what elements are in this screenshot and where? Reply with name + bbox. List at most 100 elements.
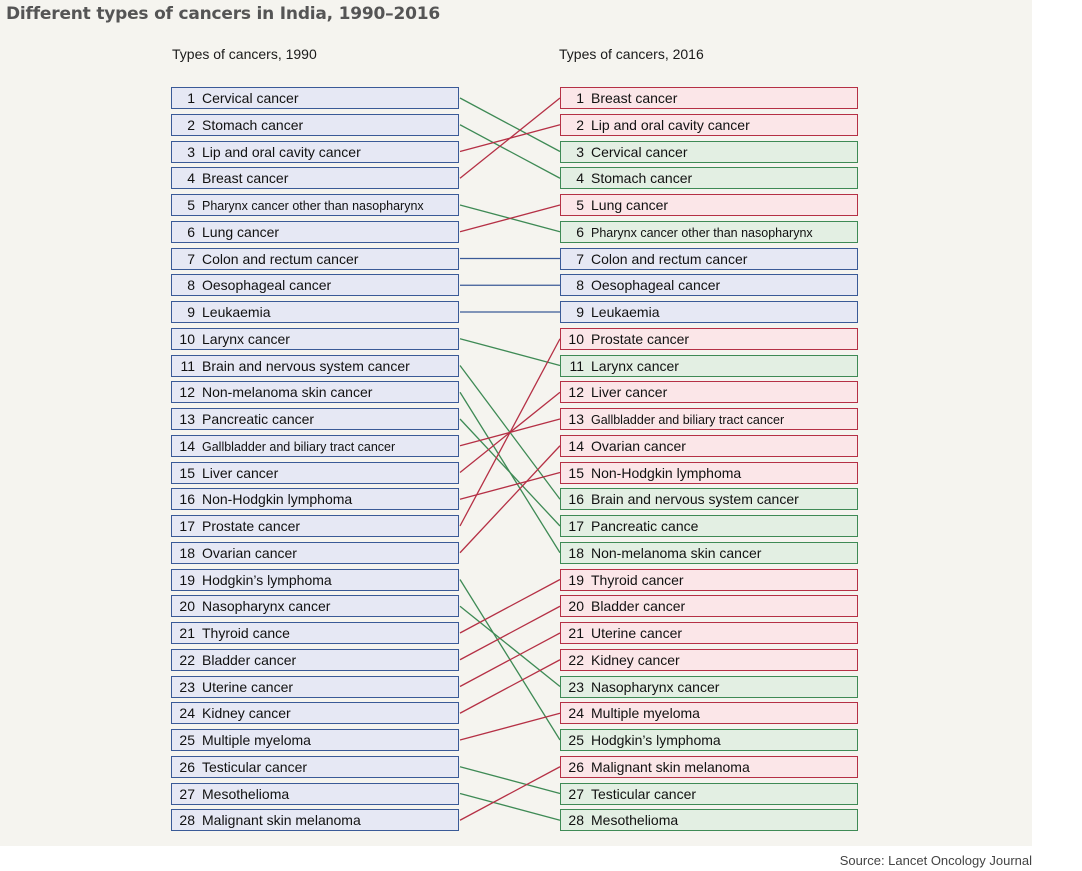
rank-number: 25 xyxy=(179,732,195,748)
cancer-type-label: Lip and oral cavity cancer xyxy=(202,143,361,160)
rank-number: 20 xyxy=(179,598,195,615)
rank-number: 9 xyxy=(187,304,195,320)
rank-2016-item-17: 17 Pancreatic cance xyxy=(560,515,858,537)
rank-1990-item-2: 2 Stomach cancer xyxy=(171,113,459,136)
cancer-type-label: Leukaemia xyxy=(202,304,271,320)
cancer-type-label: Hodgkin’s lymphoma xyxy=(591,732,721,748)
link-13-to-17 xyxy=(459,418,561,527)
cancer-type-label: Kidney cancer xyxy=(202,705,291,722)
rank-1990-item-21: 21 Thyroid cance xyxy=(171,622,459,644)
cancer-type-label: Mesothelioma xyxy=(591,812,679,829)
rank-1990-item-15: 15 Liver cancer xyxy=(171,461,459,484)
rank-2016-item-14: 14 Ovarian cancer xyxy=(560,434,858,457)
cancer-type-label: Multiple myeloma xyxy=(202,732,311,748)
source-note: Source: Lancet Oncology Journal xyxy=(839,853,1032,868)
rank-1990-item-4: 4 Breast cancer xyxy=(171,167,459,190)
rank-1990-item-20: 20 Nasopharynx cancer xyxy=(171,595,459,618)
rank-number: 26 xyxy=(568,758,584,775)
rank-1990-item-5: 5 Pharynx cancer other than nasopharynx xyxy=(171,194,459,216)
link-17-to-10 xyxy=(459,338,561,527)
cancer-type-label: Leukaemia xyxy=(591,304,660,320)
rank-number: 24 xyxy=(568,705,584,722)
rank-number: 28 xyxy=(179,812,195,829)
rank-number: 20 xyxy=(568,598,584,615)
rank-1990-item-6: 6 Lung cancer xyxy=(171,220,459,243)
rank-1990-item-19: 19 Hodgkin’s lymphoma xyxy=(171,568,459,591)
link-6-to-5 xyxy=(459,204,561,233)
link-16-to-15 xyxy=(459,471,561,500)
rank-2016-item-10: 10 Prostate cancer xyxy=(560,327,858,350)
rank-2016-item-1: 1 Breast cancer xyxy=(560,87,858,109)
cancer-type-label: Prostate cancer xyxy=(591,330,690,347)
rank-number: 4 xyxy=(187,170,195,187)
rank-2016-item-9: 9 Leukaemia xyxy=(560,301,858,323)
rank-1990-item-27: 27 Mesothelioma xyxy=(171,782,459,805)
rank-number: 14 xyxy=(179,437,195,454)
rank-number: 5 xyxy=(187,197,195,213)
cancer-type-label: Malignant skin melanoma xyxy=(202,812,361,829)
rank-number: 3 xyxy=(576,143,584,160)
rank-number: 26 xyxy=(179,758,195,775)
link-24-to-22 xyxy=(459,659,561,714)
rank-number: 23 xyxy=(179,678,195,695)
rank-number: 9 xyxy=(576,304,584,320)
cancer-type-label: Colon and rectum cancer xyxy=(202,250,359,267)
rank-number: 28 xyxy=(568,812,584,829)
rank-number: 21 xyxy=(568,625,584,641)
cancer-type-label: Lip and oral cavity cancer xyxy=(591,116,750,133)
cancer-type-label: Breast cancer xyxy=(591,90,678,106)
rank-number: 16 xyxy=(179,491,195,508)
link-26-to-27 xyxy=(459,766,561,795)
cancer-type-label: Malignant skin melanoma xyxy=(591,758,750,775)
rank-number: 14 xyxy=(568,437,584,454)
rank-number: 7 xyxy=(576,250,584,267)
cancer-type-label: Cervical cancer xyxy=(202,90,299,106)
cancer-type-label: Kidney cancer xyxy=(591,651,680,668)
cancer-type-label: Mesothelioma xyxy=(202,785,290,802)
rank-2016-item-28: 28 Mesothelioma xyxy=(560,809,858,832)
rank-1990-item-24: 24 Kidney cancer xyxy=(171,702,459,725)
link-27-to-28 xyxy=(459,792,561,821)
rank-1990-item-11: 11 Brain and nervous system cancer xyxy=(171,354,459,377)
rank-number: 17 xyxy=(179,518,195,534)
rank-2016-item-13: 13 Gallbladder and biliary tract cancer xyxy=(560,408,858,430)
cancer-type-label: Brain and nervous system cancer xyxy=(202,357,410,374)
cancer-type-label: Larynx cancer xyxy=(591,357,679,374)
rank-number: 18 xyxy=(179,544,195,561)
rank-number: 11 xyxy=(180,357,195,374)
cancer-type-label: Oesophageal cancer xyxy=(202,277,332,294)
rank-number: 22 xyxy=(179,651,195,668)
rank-1990-item-16: 16 Non-Hodgkin lymphoma xyxy=(171,488,459,511)
rank-1990-item-14: 14 Gallbladder and biliary tract cancer xyxy=(171,434,459,457)
rank-number: 2 xyxy=(576,116,584,133)
rank-2016-item-20: 20 Bladder cancer xyxy=(560,595,858,618)
cancer-type-label: Uterine cancer xyxy=(202,678,294,695)
rank-1990-item-26: 26 Testicular cancer xyxy=(171,755,459,778)
rank-2016-item-19: 19 Thyroid cancer xyxy=(560,568,858,591)
link-22-to-20 xyxy=(459,605,561,661)
rank-2016-item-7: 7 Colon and rectum cancer xyxy=(560,247,858,270)
rank-2016-item-6: 6 Pharynx cancer other than nasopharynx xyxy=(560,220,858,243)
cancer-type-label: Pharynx cancer other than nasopharynx xyxy=(202,199,424,213)
cancer-type-label: Pharynx cancer other than nasopharynx xyxy=(591,225,813,240)
cancer-type-label: Lung cancer xyxy=(591,197,669,213)
rank-number: 8 xyxy=(576,277,584,294)
rank-number: 23 xyxy=(568,678,584,695)
cancer-type-label: Prostate cancer xyxy=(202,518,301,534)
rank-number: 22 xyxy=(568,651,584,668)
rank-2016-item-25: 25 Hodgkin’s lymphoma xyxy=(560,729,858,751)
chart-title: Different types of cancers in India, 199… xyxy=(6,4,440,24)
rank-2016-item-8: 8 Oesophageal cancer xyxy=(560,274,858,297)
rank-number: 13 xyxy=(179,411,195,427)
cancer-type-label: Multiple myeloma xyxy=(591,705,700,722)
cancer-type-label: Testicular cancer xyxy=(591,785,697,802)
cancer-type-label: Liver cancer xyxy=(202,464,279,481)
link-23-to-21 xyxy=(459,632,561,688)
cancer-type-label: Non-Hodgkin lymphoma xyxy=(202,491,353,508)
rank-2016-item-11: 11 Larynx cancer xyxy=(560,354,858,377)
rank-2016-item-24: 24 Multiple myeloma xyxy=(560,702,858,725)
rank-1990-item-25: 25 Multiple myeloma xyxy=(171,729,459,751)
rank-number: 2 xyxy=(187,116,195,133)
column-header-2016: Types of cancers, 2016 xyxy=(559,46,704,62)
rank-2016-item-3: 3 Cervical cancer xyxy=(560,140,858,163)
